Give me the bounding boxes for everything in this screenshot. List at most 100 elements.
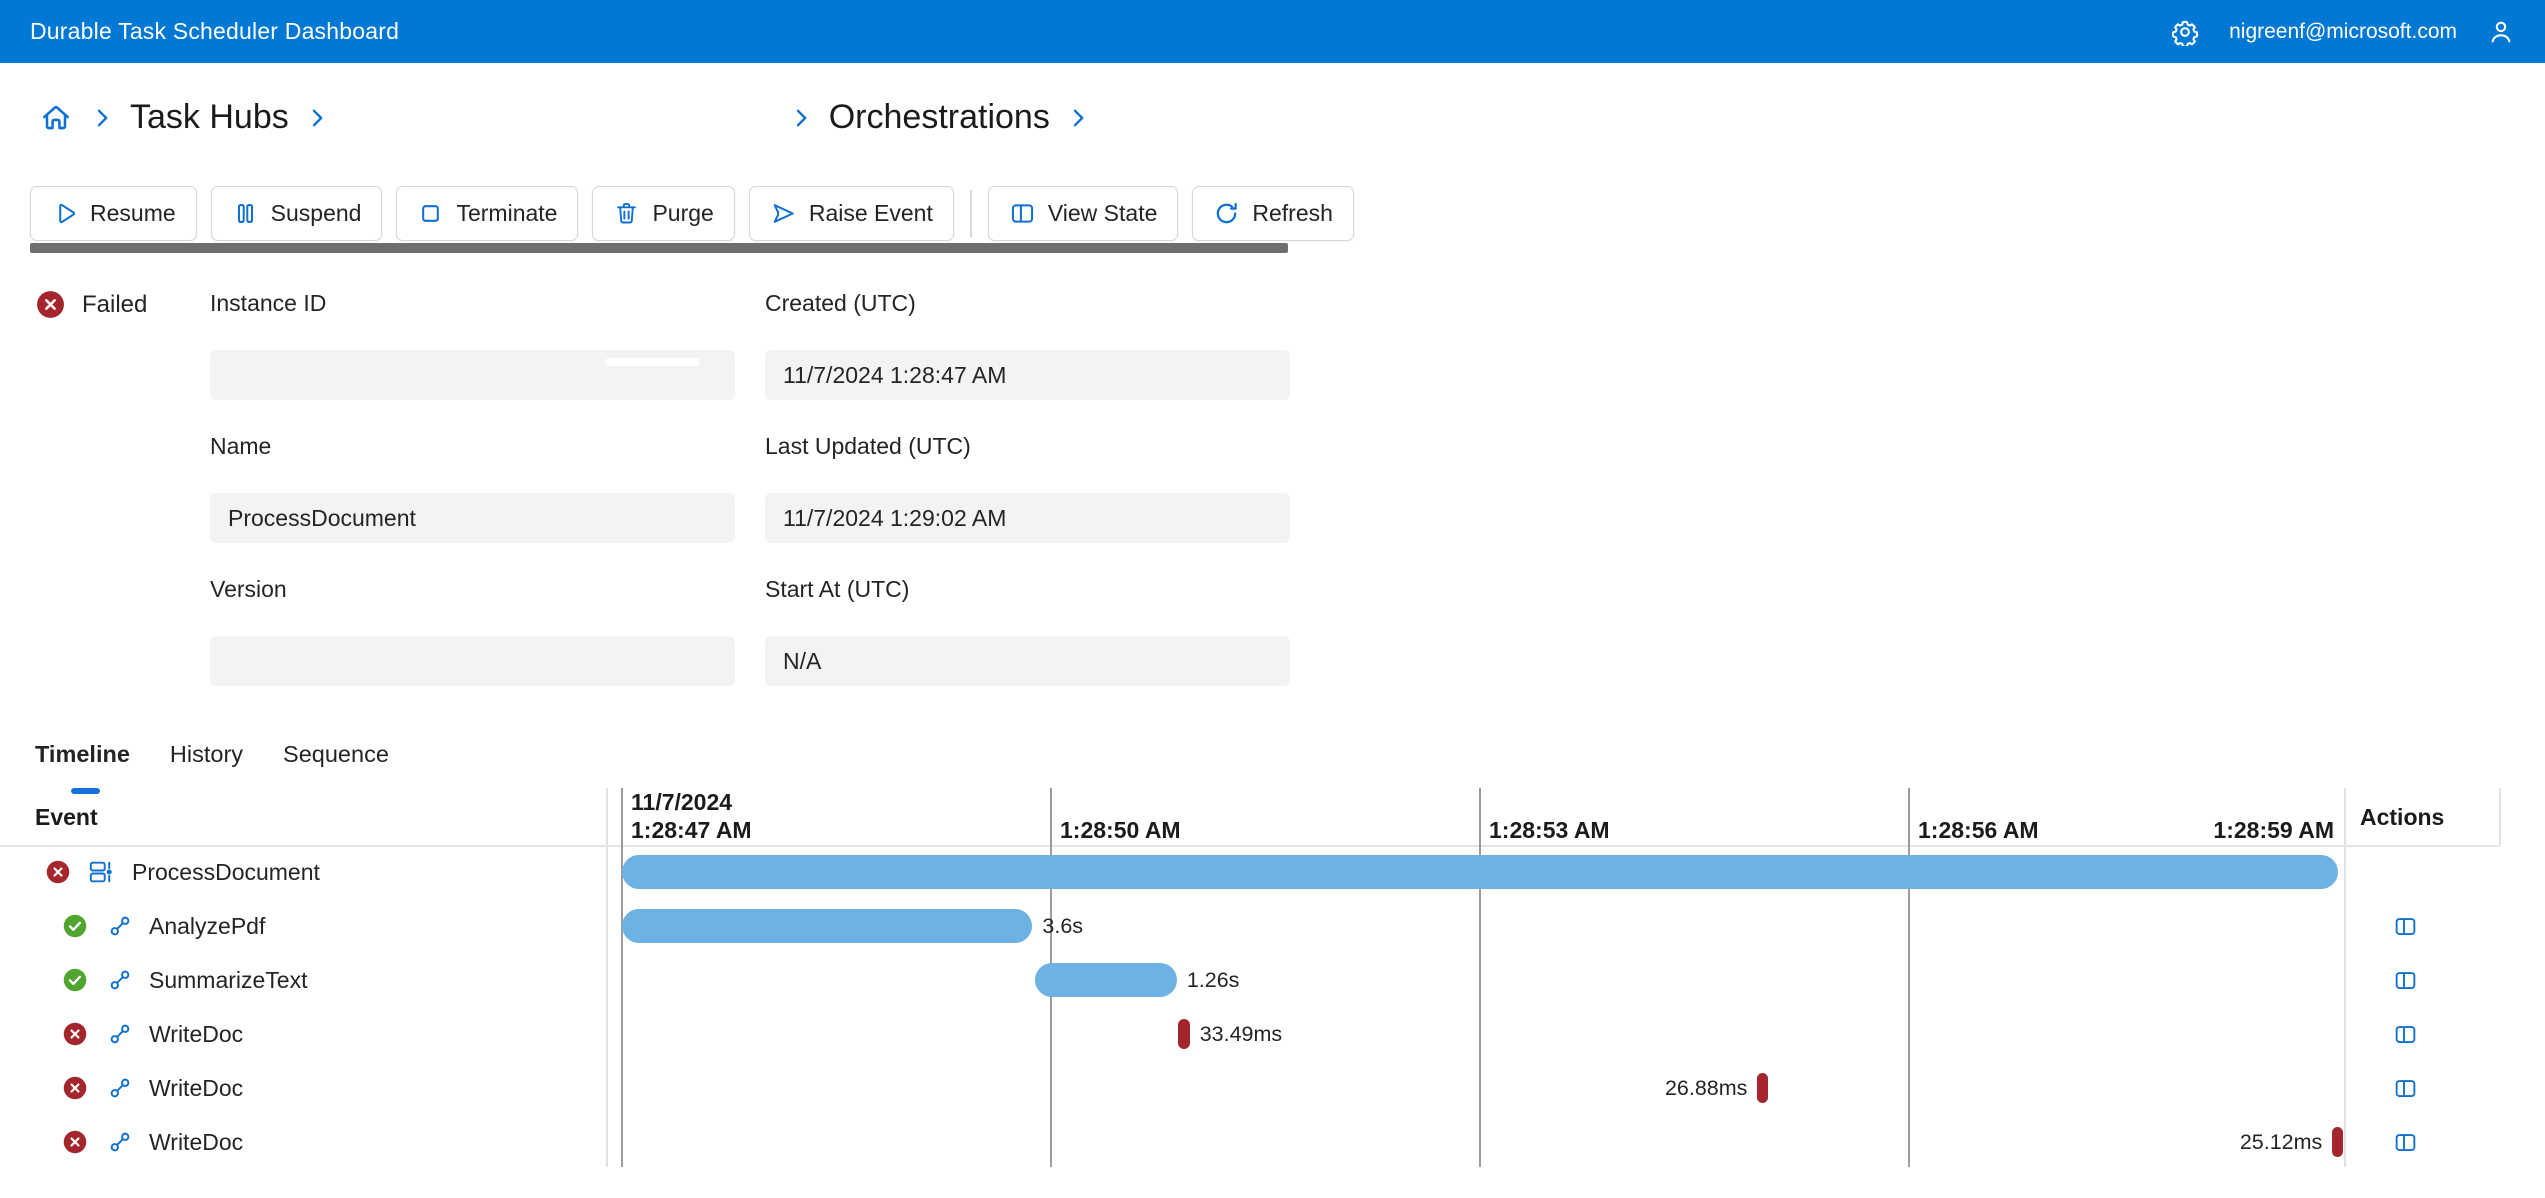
- view-state-action-icon[interactable]: [2391, 1022, 2420, 1047]
- view-state-action-icon[interactable]: [2391, 1076, 2420, 1101]
- view-state-action-icon[interactable]: [2391, 968, 2420, 993]
- instance-id-field-group: Instance ID: [210, 290, 735, 400]
- activity-link-icon: [107, 913, 133, 939]
- settings-gear-icon[interactable]: [2171, 18, 2199, 46]
- top-app-bar: Durable Task Scheduler Dashboard nigreen…: [0, 0, 2545, 63]
- duration-label: 3.6s: [1042, 914, 1084, 938]
- event-name: AnalyzePdf: [149, 913, 266, 939]
- start-at-utc-field-group: Start At (UTC) N/A: [765, 576, 1290, 686]
- created-utc-value[interactable]: 11/7/2024 1:28:47 AM: [765, 350, 1290, 400]
- axis-time-label: 1:28:53 AM: [1489, 817, 1610, 843]
- axis-time-label: 1:28:47 AM: [631, 817, 752, 843]
- header-bottom-border: [0, 845, 2500, 847]
- status-label: Failed: [82, 290, 148, 318]
- split-panel-icon: [1009, 200, 1036, 227]
- last-updated-utc-value[interactable]: 11/7/2024 1:29:02 AM: [765, 493, 1290, 543]
- button-label: View State: [1047, 200, 1158, 226]
- timeline-row-writedoc: WriteDoc 33.49ms: [0, 1007, 2545, 1061]
- duration-label: 26.88ms: [1664, 1076, 1748, 1100]
- chevron-right-icon: [789, 106, 813, 130]
- start-at-utc-value[interactable]: N/A: [765, 636, 1290, 686]
- view-state-action-icon[interactable]: [2391, 1130, 2420, 1155]
- timeline-bar-writedoc[interactable]: [1178, 1019, 1190, 1049]
- toolbar-separator: [969, 190, 972, 237]
- timeline-panel: Event Actions 11/7/2024 1:28:47 AM 1:28:50…: [0, 788, 2545, 1169]
- activity-link-icon: [107, 1021, 133, 1047]
- orchestration-icon: [88, 859, 114, 885]
- event-column-header: Event: [35, 804, 98, 830]
- name-value[interactable]: ProcessDocument: [210, 493, 735, 543]
- event-column-border: [606, 788, 608, 1167]
- button-label: Refresh: [1252, 200, 1333, 226]
- field-label: Name: [210, 433, 272, 459]
- trash-icon: [613, 200, 640, 227]
- details-fields: Instance ID Created (UTC) 11/7/2024 1:28:4…: [210, 290, 1290, 686]
- activity-link-icon: [107, 1129, 133, 1155]
- actions-column-header: Actions: [2360, 804, 2445, 830]
- breadcrumb-task-hubs[interactable]: Task Hubs: [130, 98, 289, 136]
- view-state-button[interactable]: View State: [987, 186, 1179, 241]
- event-name: WriteDoc: [149, 1129, 244, 1155]
- failed-x-circle-icon: [45, 859, 71, 885]
- timeline-bar-processdocument[interactable]: [622, 855, 2338, 889]
- breadcrumb: Task Hubs Orchestrations: [38, 98, 1090, 137]
- timeline-bar-writedoc[interactable]: [1757, 1073, 1769, 1103]
- timeline-row-summarizetext: SummarizeText 1.26s: [0, 953, 2545, 1007]
- purge-button[interactable]: Purge: [592, 186, 735, 241]
- refresh-icon: [1213, 200, 1240, 227]
- view-tabs: Timeline History Sequence: [35, 741, 389, 794]
- event-name: ProcessDocument: [132, 859, 320, 885]
- suspend-button[interactable]: Suspend: [210, 186, 383, 241]
- version-field-group: Version: [210, 576, 735, 686]
- axis-time-label: 1:28:56 AM: [1918, 817, 2039, 843]
- axis-time-label: 1:28:50 AM: [1060, 817, 1181, 843]
- event-name: WriteDoc: [149, 1021, 244, 1047]
- button-label: Terminate: [456, 200, 558, 226]
- field-label: Created (UTC): [765, 290, 916, 316]
- timeline-row-processdocument: ProcessDocument: [0, 845, 2545, 899]
- timeline-bar-summarizetext[interactable]: [1035, 963, 1177, 997]
- tab-history[interactable]: History: [169, 741, 244, 767]
- timeline-bar-analyzepdf[interactable]: [622, 909, 1033, 943]
- field-label: Last Updated (UTC): [765, 433, 971, 459]
- button-label: Raise Event: [808, 200, 933, 226]
- instance-id-value[interactable]: [210, 350, 735, 400]
- app-title: Durable Task Scheduler Dashboard: [30, 18, 400, 44]
- user-email: nigreenf@microsoft.com: [2229, 19, 2457, 43]
- user-avatar-icon[interactable]: [2487, 18, 2515, 46]
- refresh-button[interactable]: Refresh: [1192, 186, 1354, 241]
- duration-label: 25.12ms: [2239, 1130, 2323, 1154]
- version-value[interactable]: [210, 636, 735, 686]
- breadcrumb-redacted-gap: [345, 117, 773, 118]
- view-state-action-icon[interactable]: [2391, 914, 2420, 939]
- name-field-group: Name ProcessDocument: [210, 433, 735, 543]
- chevron-right-icon: [90, 106, 114, 130]
- tab-sequence[interactable]: Sequence: [283, 741, 389, 767]
- timeline-row-writedoc: WriteDoc 25.12ms: [0, 1115, 2545, 1169]
- timeline-bar-writedoc[interactable]: [2332, 1127, 2344, 1157]
- button-label: Purge: [652, 200, 714, 226]
- chevron-right-icon: [305, 106, 329, 130]
- failed-x-circle-icon: [62, 1129, 88, 1155]
- tab-timeline[interactable]: Timeline: [35, 741, 130, 767]
- failed-x-circle-icon: [62, 1021, 88, 1047]
- chevron-right-icon: [1066, 106, 1090, 130]
- activity-link-icon: [107, 1075, 133, 1101]
- time-gridline: [621, 788, 623, 1167]
- axis-time-label: 1:28:59 AM: [2213, 817, 2334, 843]
- orchestration-toolbar: Resume Suspend Terminate Purge Raise Event Vi…: [30, 186, 1354, 241]
- success-check-icon: [62, 913, 88, 939]
- orchestration-status: Failed: [35, 289, 147, 320]
- home-icon[interactable]: [38, 100, 74, 136]
- active-tab-indicator: [71, 788, 100, 794]
- time-gridline: [1479, 788, 1481, 1167]
- field-label: Start At (UTC): [765, 576, 910, 602]
- terminate-button[interactable]: Terminate: [396, 186, 579, 241]
- actions-right-border: [2499, 788, 2501, 845]
- resume-button[interactable]: Resume: [30, 186, 197, 241]
- raise-event-button[interactable]: Raise Event: [748, 186, 954, 241]
- success-check-icon: [62, 967, 88, 993]
- field-label: Instance ID: [210, 290, 327, 316]
- breadcrumb-orchestrations[interactable]: Orchestrations: [828, 98, 1050, 136]
